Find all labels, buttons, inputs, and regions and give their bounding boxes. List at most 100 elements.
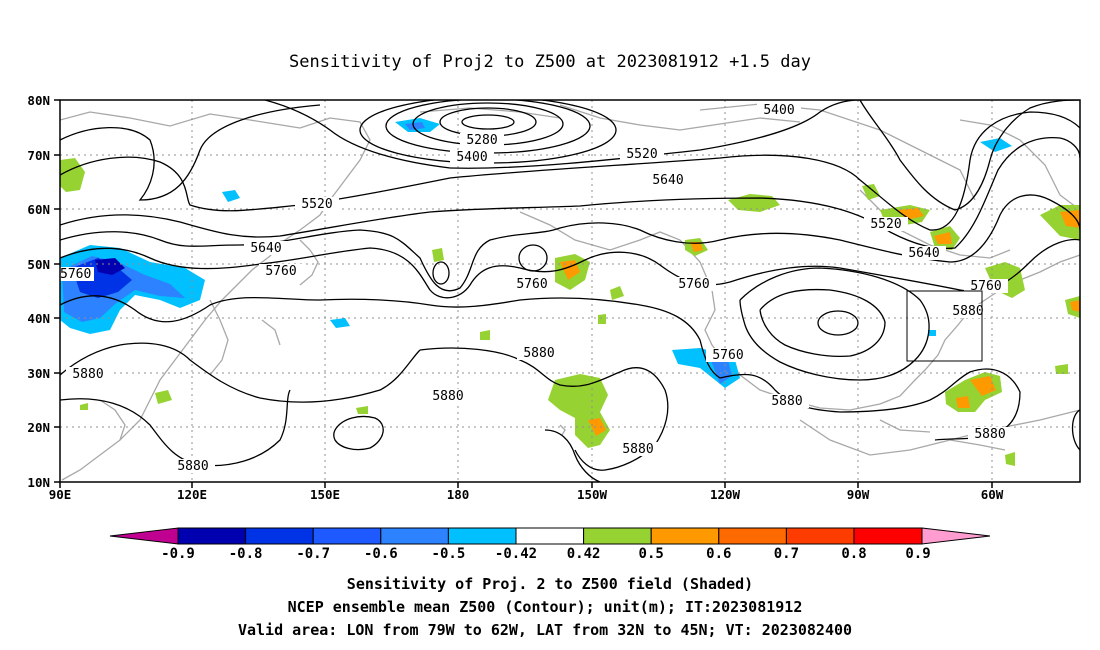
colorbar-tick-label: 0.5 — [639, 546, 664, 562]
lat-tick-label: 40N — [27, 311, 50, 326]
svg-text:5640: 5640 — [652, 173, 683, 188]
longitude-tick-labels: 90E 120E 150E 180 150W 120W 90W 60W — [49, 487, 1004, 502]
contour-label-5760-b: 5760 — [259, 264, 303, 279]
colorbar-bin — [718, 527, 787, 545]
colorbar-bin — [515, 527, 585, 545]
lon-tick-label: 150W — [577, 487, 608, 502]
colorbar-tick-label: 0.7 — [774, 546, 799, 562]
svg-text:5640: 5640 — [250, 241, 281, 256]
lat-tick-label: 60N — [27, 202, 50, 217]
colorbar-bin — [447, 527, 517, 545]
contour-label-5400-a: 5400 — [450, 150, 494, 165]
lon-tick-label: 120E — [177, 487, 207, 502]
lon-tick-label: 90E — [49, 487, 72, 502]
contour-labels: 5280 5400 5400 5520 5520 5520 5640 5640 … — [60, 103, 1012, 474]
svg-text:5400: 5400 — [456, 150, 487, 165]
colorbar-bin — [177, 527, 247, 545]
lon-tick-label: 150E — [310, 487, 340, 502]
svg-text:5280: 5280 — [466, 133, 497, 148]
contour-label-5760-e: 5760 — [706, 348, 750, 363]
contour-label-5880-e: 5880 — [616, 442, 660, 457]
colorbar-bin — [853, 527, 923, 545]
colorbar-tick-label: -0.9 — [161, 546, 195, 562]
svg-text:5880: 5880 — [523, 346, 554, 361]
colorbar-tick-label: 0.42 — [567, 546, 601, 562]
lat-tick-label: 80N — [27, 93, 50, 108]
svg-text:5760: 5760 — [678, 277, 709, 292]
footer-line-contour: NCEP ensemble mean Z500 (Contour); unit(… — [288, 598, 803, 616]
contour-label-5760-a: 5760 — [60, 267, 94, 282]
contour-label-5880-a: 5880 — [66, 367, 110, 382]
lon-tick-label: 90W — [847, 487, 870, 502]
svg-text:5760: 5760 — [265, 264, 296, 279]
svg-text:5880: 5880 — [974, 427, 1005, 442]
lat-tick-label: 70N — [27, 148, 50, 163]
svg-text:5880: 5880 — [72, 367, 103, 382]
colorbar-high-extend — [921, 527, 991, 545]
contour-label-5640-b: 5640 — [646, 173, 690, 188]
svg-text:5520: 5520 — [626, 147, 657, 162]
svg-text:5880: 5880 — [177, 459, 208, 474]
lon-tick-label: 60W — [981, 487, 1004, 502]
colorbar-tick-label: -0.7 — [296, 546, 330, 562]
contour-label-5280: 5280 — [460, 133, 504, 148]
lat-tick-label: 50N — [27, 257, 50, 272]
colorbar-bin — [380, 527, 449, 545]
colorbar-tick-label: 0.8 — [841, 546, 866, 562]
colorbar-low-extend — [109, 527, 179, 545]
colorbar-bin — [245, 527, 314, 545]
colorbar: -0.9 -0.8 -0.7 -0.6 -0.5 -0.42 0.42 0.5 … — [109, 527, 991, 562]
footer-line-valid-area: Valid area: LON from 79W to 62W, LAT fro… — [238, 621, 852, 639]
contour-label-5400-b: 5400 — [757, 103, 801, 118]
contour-label-5520-a: 5520 — [295, 197, 339, 212]
svg-text:5520: 5520 — [870, 217, 901, 232]
footer-line-shading: Sensitivity of Proj. 2 to Z500 field (Sh… — [347, 575, 753, 593]
svg-text:5880: 5880 — [771, 394, 802, 409]
contour-label-5880-b: 5880 — [171, 459, 215, 474]
colorbar-tick-label: 0.6 — [706, 546, 731, 562]
latitude-tick-labels: 80N 70N 60N 50N 40N 30N 20N 10N — [27, 93, 50, 490]
svg-text:5640: 5640 — [908, 246, 939, 261]
colorbar-tick-label: -0.5 — [432, 546, 466, 562]
figure-title: Sensitivity of Proj2 to Z500 at 20230819… — [289, 52, 811, 72]
colorbar-tick-label: 0.9 — [905, 546, 930, 562]
contour-label-5880-d: 5880 — [517, 346, 561, 361]
svg-text:5760: 5760 — [970, 279, 1001, 294]
colorbar-tick-label: -0.6 — [364, 546, 398, 562]
colorbar-bin — [312, 527, 382, 545]
contour-label-5640-c: 5640 — [902, 246, 946, 261]
svg-text:5760: 5760 — [712, 348, 743, 363]
svg-text:5520: 5520 — [301, 197, 332, 212]
contour-label-5880-g: 5880 — [946, 304, 990, 319]
contour-label-5880-h: 5880 — [968, 427, 1012, 442]
colorbar-tick-label: -0.42 — [495, 546, 537, 562]
colorbar-tick-labels: -0.9 -0.8 -0.7 -0.6 -0.5 -0.42 0.42 0.5 … — [161, 546, 931, 562]
lat-tick-label: 10N — [27, 475, 50, 490]
colorbar-bin — [583, 527, 652, 545]
svg-text:5880: 5880 — [432, 389, 463, 404]
figure-footer: Sensitivity of Proj. 2 to Z500 field (Sh… — [238, 575, 852, 639]
grid-lines — [60, 100, 1080, 482]
contour-label-5520-b: 5520 — [620, 147, 664, 162]
svg-text:5400: 5400 — [763, 103, 794, 118]
svg-text:5760: 5760 — [60, 267, 91, 282]
svg-text:5760: 5760 — [516, 277, 547, 292]
lat-tick-label: 20N — [27, 420, 50, 435]
valid-area-box — [906, 290, 983, 362]
lon-tick-label: 180 — [447, 487, 470, 502]
colorbar-tick-label: -0.8 — [229, 546, 263, 562]
map-panel: 5280 5400 5400 5520 5520 5520 5640 5640 … — [27, 93, 1081, 502]
svg-text:5880: 5880 — [622, 442, 653, 457]
colorbar-bin — [785, 527, 855, 545]
map-frame — [59, 99, 1081, 483]
lat-tick-label: 30N — [27, 366, 50, 381]
contour-label-5520-c: 5520 — [864, 217, 908, 232]
contour-label-5760-c: 5760 — [510, 277, 554, 292]
contour-label-5760-f: 5760 — [964, 279, 1008, 294]
contour-label-5760-d: 5760 — [672, 277, 716, 292]
axis-ticks — [54, 99, 993, 488]
lon-tick-label: 120W — [710, 487, 741, 502]
contour-label-5880-f: 5880 — [765, 394, 809, 409]
contour-label-5640-a: 5640 — [244, 241, 288, 256]
